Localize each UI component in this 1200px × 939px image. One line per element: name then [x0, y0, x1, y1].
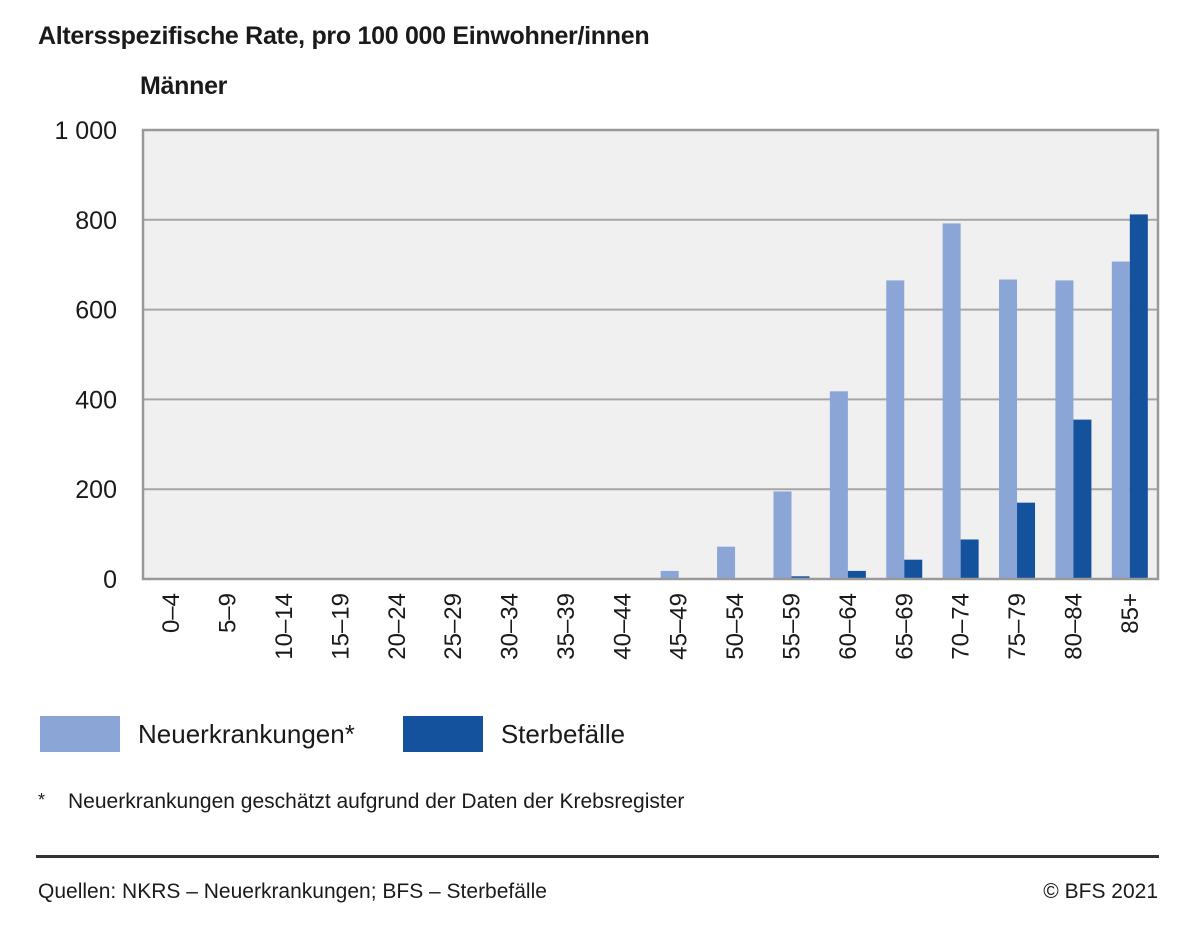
footnote-marker: *	[38, 790, 46, 810]
bar-neuerkrankungen	[829, 391, 848, 579]
bar-chart: 0 200 400 600 800 1 000 0–4 5–9 10–14 15–19 20–24…	[54, 117, 1160, 660]
source-note: Quellen: NKRS – Neuerkrankungen; BFS – S…	[38, 880, 547, 903]
x-tick-label: 70–74	[948, 593, 975, 660]
copyright: © BFS 2021	[1043, 880, 1158, 903]
x-tick-label: 40–44	[609, 593, 636, 660]
footnote: * Neuerkrankungen geschätzt aufgrund der…	[38, 790, 684, 814]
x-tick-label: 45–49	[666, 593, 693, 660]
bar-neuerkrankungen	[886, 280, 905, 579]
legend-swatch-sterbefaelle	[402, 716, 483, 752]
x-tick-label: 20–24	[384, 593, 411, 660]
bar-sterbefaelle	[1129, 214, 1148, 580]
bar-sterbefaelle	[791, 576, 810, 579]
x-tick-label: 35–39	[553, 593, 580, 660]
legend: Neuerkrankungen* Sterbefälle	[40, 716, 673, 752]
bars	[660, 214, 1148, 580]
y-tick-label: 400	[75, 386, 117, 414]
chart-subtitle: Männer	[140, 72, 228, 100]
x-axis-ticks: 0–4 5–9 10–14 15–19 20–24 25–29 30–34 35–39 40–4…	[158, 593, 1144, 660]
x-tick-label: 5–9	[215, 593, 242, 633]
bar-sterbefaelle	[1017, 502, 1036, 579]
x-tick-label: 10–14	[271, 593, 298, 660]
plot-area	[143, 130, 1158, 579]
legend-item-neuerkrankungen: Neuerkrankungen*	[40, 716, 355, 752]
bar-sterbefaelle	[960, 539, 979, 579]
bar-neuerkrankungen	[660, 570, 679, 579]
y-tick-label: 1 000	[54, 117, 117, 145]
x-tick-label: 80–84	[1060, 593, 1087, 660]
bar-neuerkrankungen	[1111, 261, 1130, 579]
x-tick-label: 0–4	[158, 593, 185, 633]
y-axis-ticks: 0 200 400 600 800 1 000	[54, 117, 117, 594]
x-tick-label: 65–69	[891, 593, 918, 660]
legend-swatch-neuerkrankungen	[40, 716, 120, 752]
footnote-text: Neuerkrankungen geschätzt aufgrund der D…	[68, 790, 685, 813]
legend-label-sterbefaelle: Sterbefälle	[500, 718, 626, 749]
bar-neuerkrankungen	[717, 546, 736, 579]
plot-frame	[141, 128, 1160, 581]
y-tick-label: 800	[75, 207, 117, 235]
bar-neuerkrankungen	[999, 279, 1018, 579]
bar-neuerkrankungen	[773, 491, 792, 579]
y-tick-label: 200	[75, 476, 117, 504]
x-tick-label: 55–59	[778, 593, 805, 660]
bar-sterbefaelle	[904, 559, 923, 579]
bar-sterbefaelle	[847, 570, 866, 579]
divider	[36, 855, 1159, 858]
x-tick-label: 50–54	[722, 593, 749, 660]
x-tick-label: 85+	[1117, 593, 1144, 634]
legend-label-neuerkrankungen: Neuerkrankungen*	[138, 718, 355, 749]
x-tick-label: 75–79	[1004, 593, 1031, 660]
bar-neuerkrankungen	[942, 223, 961, 579]
y-tick-label: 0	[103, 566, 117, 594]
bar-neuerkrankungen	[1055, 280, 1074, 579]
chart-title: Altersspezifische Rate, pro 100 000 Einw…	[38, 22, 650, 50]
x-tick-label: 60–64	[835, 593, 862, 660]
bar-sterbefaelle	[1073, 419, 1092, 579]
x-tick-label: 15–19	[327, 593, 354, 660]
y-tick-label: 600	[75, 297, 117, 325]
x-tick-label: 30–34	[497, 593, 524, 660]
x-tick-label: 25–29	[440, 593, 467, 660]
legend-item-sterbefaelle: Sterbefälle	[402, 716, 626, 752]
